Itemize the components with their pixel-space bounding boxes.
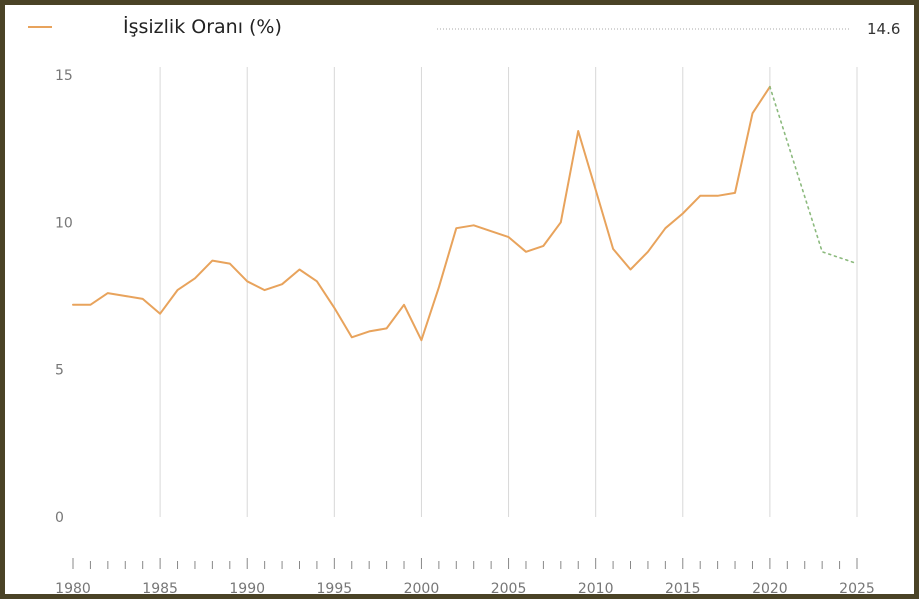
- x-tick-label: 1985: [142, 581, 178, 597]
- data-point: [680, 211, 685, 216]
- data-point: [506, 235, 511, 240]
- projection-point: [767, 84, 772, 89]
- x-tick-label: 2020: [752, 581, 788, 597]
- x-axis-ticks: 1980 1985 1990 1995 2000 2005 2010 2015 2020 2025: [55, 558, 875, 597]
- data-point: [297, 267, 302, 272]
- y-tick-label: 10: [55, 215, 73, 231]
- data-point: [175, 288, 180, 293]
- data-point: [558, 220, 563, 225]
- y-tick-label: 15: [55, 68, 73, 84]
- data-point: [698, 193, 703, 198]
- data-point: [332, 305, 337, 310]
- projection-point: [820, 249, 825, 254]
- data-point: [750, 111, 755, 116]
- data-point: [645, 249, 650, 254]
- data-point: [663, 226, 668, 231]
- chart-header: İşsizlik Oranı (%) 14.6: [28, 15, 900, 38]
- data-point: [628, 267, 633, 272]
- data-point: [523, 249, 528, 254]
- x-tick-label: 2010: [578, 581, 614, 597]
- data-point: [280, 282, 285, 287]
- data-point: [471, 223, 476, 228]
- data-point: [384, 326, 389, 331]
- data-point: [140, 296, 145, 301]
- y-tick-label: 0: [55, 510, 64, 526]
- data-point: [489, 229, 494, 234]
- data-point: [541, 243, 546, 248]
- x-tick-label: 2025: [839, 581, 875, 597]
- projection-line: [769, 86, 858, 265]
- data-point: [715, 193, 720, 198]
- data-point: [105, 291, 110, 296]
- data-point: [367, 329, 372, 334]
- x-tick-label: 1980: [55, 581, 91, 597]
- data-point: [88, 302, 93, 307]
- data-point: [436, 285, 441, 290]
- x-tick-label: 2000: [404, 581, 440, 597]
- x-tick-label: 2015: [665, 581, 701, 597]
- data-point: [227, 261, 232, 266]
- y-axis-ticks: 0 5 10 15: [55, 68, 73, 526]
- data-point: [158, 311, 163, 316]
- data-point: [402, 302, 407, 307]
- x-tick-label: 1995: [317, 581, 353, 597]
- series-lines: [71, 84, 860, 343]
- chart-title: İşsizlik Oranı (%): [123, 15, 282, 38]
- data-point: [419, 338, 424, 343]
- latest-value-label: 14.6: [867, 20, 900, 38]
- data-point: [262, 288, 267, 293]
- data-point: [611, 246, 616, 251]
- data-point: [71, 302, 76, 307]
- unemployment-rate-line: [72, 85, 771, 342]
- data-point: [192, 276, 197, 281]
- grid-lines: [159, 67, 858, 517]
- data-point: [349, 335, 354, 340]
- x-tick-label: 1990: [229, 581, 265, 597]
- data-point: [593, 187, 598, 192]
- data-point: [314, 279, 319, 284]
- x-tick-label: 2005: [491, 581, 527, 597]
- y-tick-label: 5: [55, 363, 64, 379]
- data-point: [454, 226, 459, 231]
- data-point: [210, 258, 215, 263]
- data-point: [123, 294, 128, 299]
- data-point: [576, 128, 581, 133]
- projection-point: [855, 261, 860, 266]
- data-point: [733, 190, 738, 195]
- data-point: [245, 279, 250, 284]
